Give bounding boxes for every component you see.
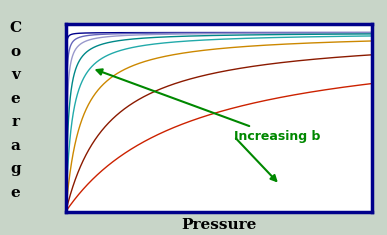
- Text: e: e: [10, 92, 21, 106]
- Text: o: o: [10, 45, 21, 59]
- Text: a: a: [10, 139, 21, 153]
- Text: C: C: [9, 21, 22, 35]
- Text: v: v: [11, 68, 20, 82]
- Text: e: e: [10, 186, 21, 200]
- Text: g: g: [10, 162, 21, 176]
- Text: Increasing b: Increasing b: [97, 69, 320, 143]
- Text: r: r: [12, 115, 19, 129]
- X-axis label: Pressure: Pressure: [181, 219, 256, 232]
